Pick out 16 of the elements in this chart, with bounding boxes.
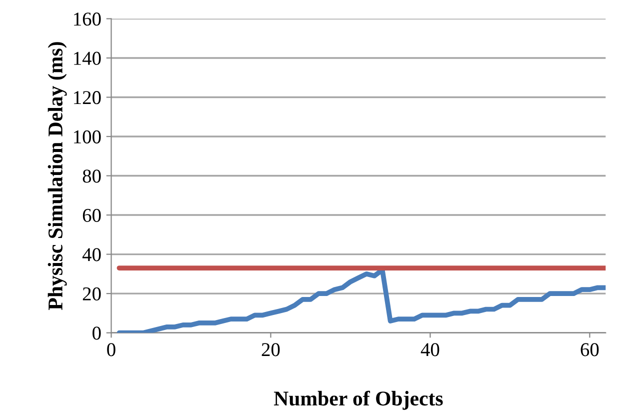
line-series [116, 268, 606, 333]
y-tick-label: 120 [74, 91, 101, 104]
x-axis-title: Number of Objects [274, 390, 443, 410]
y-tick-label: 60 [82, 208, 101, 222]
y-tick-label: 0 [92, 326, 101, 340]
x-tick-label: 0 [107, 343, 116, 356]
y-tick-label: 20 [82, 287, 101, 300]
y-tick-label: 140 [74, 52, 101, 65]
x-tick-label: 60 [580, 343, 599, 356]
x-tick-label: 40 [420, 343, 440, 356]
y-tick-label: 40 [82, 248, 101, 262]
y-tick-label: 80 [82, 170, 101, 183]
y-axis-title: Physisc Simulation Delay (ms) [48, 42, 67, 310]
x-tick-label: 20 [262, 343, 280, 356]
y-tick-label: 100 [74, 130, 101, 144]
y-tick-label: 160 [74, 12, 101, 26]
